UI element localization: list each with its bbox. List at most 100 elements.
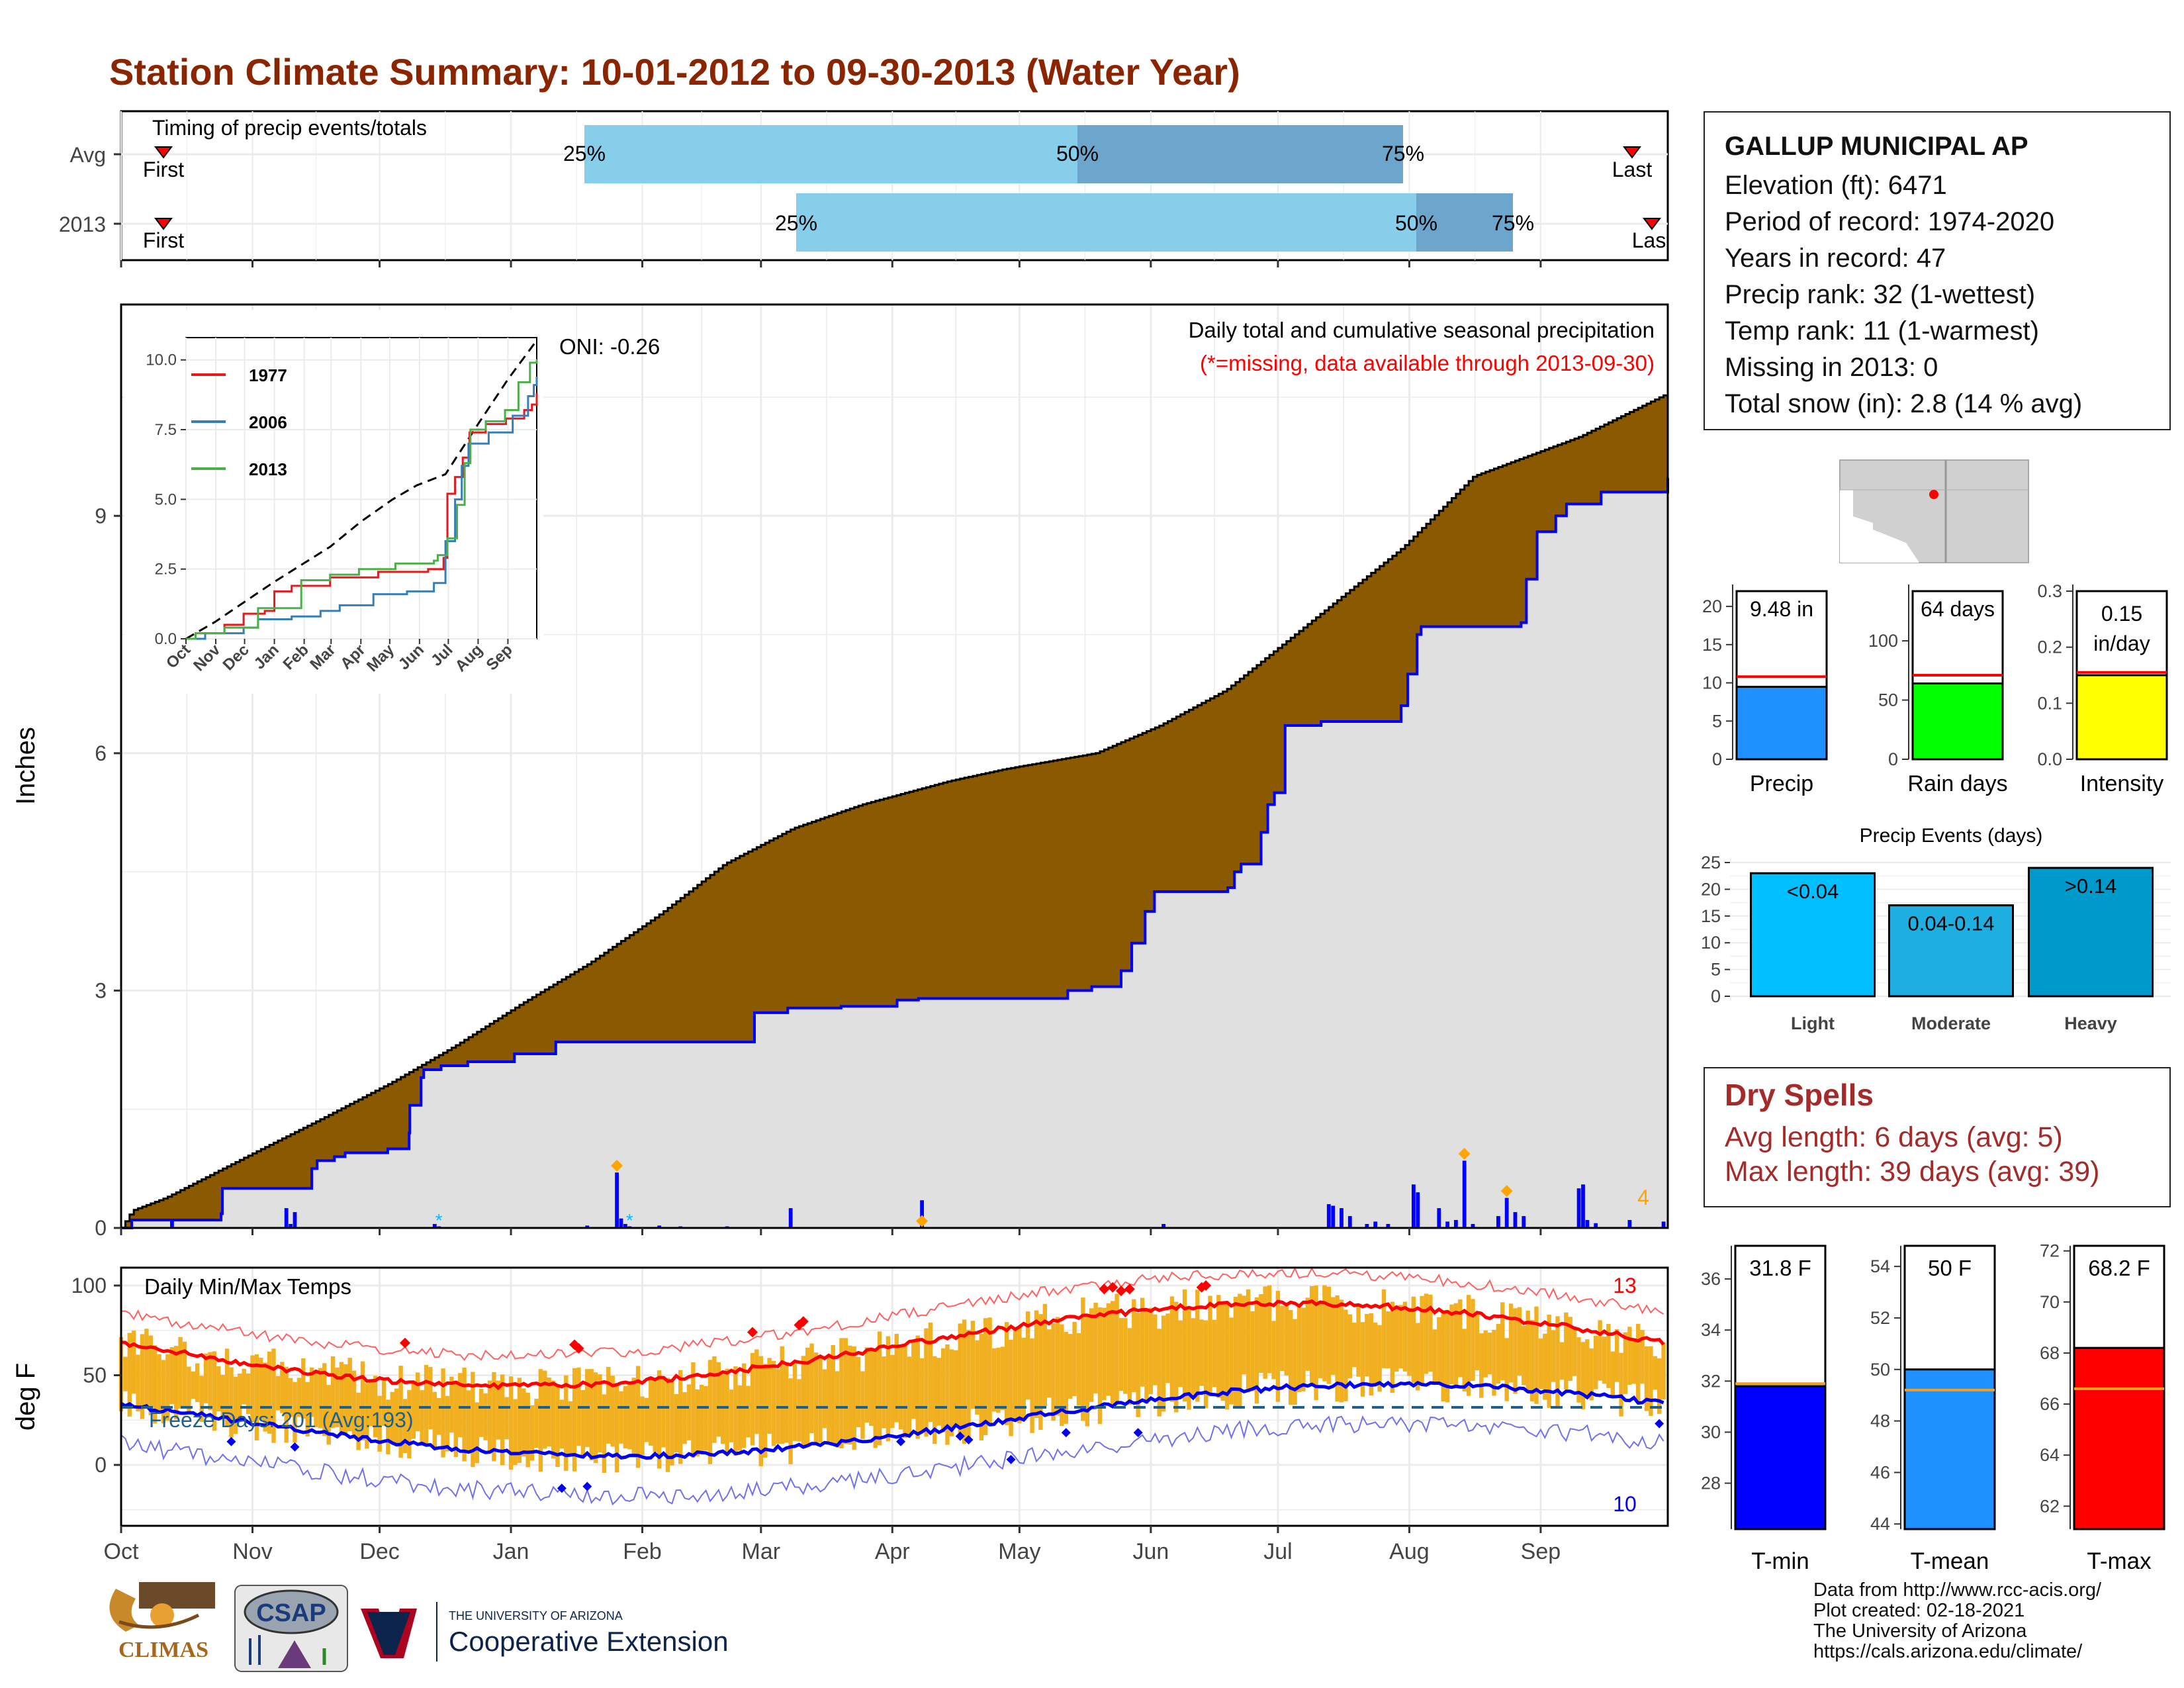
daily-temp-range-bar xyxy=(1402,1301,1408,1372)
daily-temp-range-bar xyxy=(1365,1313,1369,1377)
daily-temp-range-bar xyxy=(1021,1337,1026,1419)
daily-temp-range-bar xyxy=(1072,1321,1077,1397)
daily-temp-range-bar xyxy=(1326,1286,1331,1384)
daily-temp-range-bar xyxy=(890,1354,895,1429)
daily-temp-range-bar xyxy=(729,1389,734,1442)
daily-temp-range-bar xyxy=(1191,1318,1196,1397)
month-axis-label: May xyxy=(998,1539,1040,1564)
avg-p75: 75% xyxy=(1382,142,1424,165)
daily-temp-range-bar xyxy=(326,1385,331,1445)
daily-temp-range-bar xyxy=(1394,1305,1399,1372)
daily-precip-bar xyxy=(1326,1204,1331,1228)
record-high-marker xyxy=(1116,1286,1127,1297)
daily-temp-range-bar xyxy=(165,1354,170,1421)
daily-temp-range-bar xyxy=(1267,1285,1272,1374)
daily-temp-range-bar xyxy=(903,1345,907,1438)
daily-temp-range-bar xyxy=(1471,1299,1475,1381)
daily-temp-range-bar xyxy=(716,1362,721,1437)
daily-temp-range-bar xyxy=(1483,1330,1488,1378)
daily-temp-range-bar xyxy=(602,1394,607,1473)
daily-temp-range-bar xyxy=(1513,1308,1518,1394)
daily-temp-range-bar xyxy=(1420,1295,1424,1385)
csap-text: CSAP xyxy=(256,1599,326,1627)
daily-temp-range-bar xyxy=(1102,1307,1107,1401)
footer-line-url: https://cals.arizona.edu/climate/ xyxy=(1813,1641,2083,1662)
inset-ytick-label: 7.5 xyxy=(155,421,177,439)
daily-temp-range-bar xyxy=(737,1385,742,1451)
yr-p25: 25% xyxy=(775,211,817,235)
inset-legend-label: 2013 xyxy=(249,459,287,479)
temp-bar-value-label: 50 F xyxy=(1928,1256,1972,1280)
daily-temp-range-bar xyxy=(420,1390,424,1446)
record-low-marker xyxy=(1061,1428,1071,1438)
mini-bar-ytick: 15 xyxy=(1702,635,1722,655)
daily-temp-range-bar xyxy=(534,1399,539,1448)
mini-bar-label: Intensity xyxy=(2080,771,2164,796)
daily-temp-range-bar xyxy=(127,1333,132,1417)
daily-temp-range-bar xyxy=(174,1346,179,1420)
daily-temp-range-bar xyxy=(1441,1310,1445,1401)
temp-bar-value xyxy=(1903,1368,1996,1530)
daily-temp-range-bar xyxy=(199,1376,204,1423)
timing-panel: Timing of precip events/totals Avg 2013 … xyxy=(59,110,1669,267)
month-axis-label: Oct xyxy=(104,1539,139,1564)
daily-temp-range-bar xyxy=(220,1375,225,1417)
daily-temp-range-bar xyxy=(848,1345,852,1444)
daily-temp-range-bar xyxy=(712,1356,717,1443)
record-high-marker xyxy=(573,1342,584,1354)
daily-temp-range-bar xyxy=(1623,1332,1628,1394)
daily-precip-bar xyxy=(1627,1220,1632,1228)
daily-precip-bar xyxy=(1454,1220,1458,1228)
daily-temp-range-bar xyxy=(958,1323,962,1434)
page-title: Station Climate Summary: 10-01-2012 to 0… xyxy=(109,51,1240,93)
daily-temp-range-bar xyxy=(1216,1295,1221,1398)
daily-precip-bar xyxy=(432,1224,437,1228)
mini-bar-ytick: 0.1 xyxy=(2037,693,2062,713)
daily-precip-bar xyxy=(1585,1220,1590,1228)
daily-temp-range-bar xyxy=(475,1402,479,1464)
inset-ytick-label: 2.5 xyxy=(155,561,177,579)
temp-bar-label: T-min xyxy=(1751,1548,1809,1574)
events-ytick: 25 xyxy=(1701,853,1721,872)
temp-bar-ytick: 50 xyxy=(1870,1360,1890,1380)
daily-temp-range-bar xyxy=(742,1363,747,1448)
station-line-temp-rank: Temp rank: 11 (1-warmest) xyxy=(1725,316,2039,346)
daily-temp-range-bar xyxy=(1619,1352,1623,1417)
precip-panel: * * 0 3 6 9 Daily total and cumulative seaso… xyxy=(11,303,1669,1240)
daily-temp-range-bar xyxy=(1165,1313,1170,1383)
month-axis-label: Aug xyxy=(1389,1539,1430,1564)
daily-temp-range-bar xyxy=(721,1374,725,1444)
record-high-marker xyxy=(1124,1284,1135,1295)
daily-temp-range-bar xyxy=(619,1391,623,1444)
inset-legend-label: 2006 xyxy=(249,412,287,432)
daily-temp-range-bar xyxy=(551,1380,556,1459)
daily-temp-range-bar xyxy=(191,1371,195,1399)
daily-temp-range-bar xyxy=(1318,1303,1323,1379)
daily-temp-range-bar xyxy=(1594,1335,1598,1389)
daily-temp-range-bar xyxy=(1000,1346,1005,1411)
inset-ytick-label: 5.0 xyxy=(155,491,177,508)
precip-corner-count: 4 xyxy=(1637,1186,1649,1209)
daily-temp-range-bar xyxy=(504,1397,509,1440)
daily-temp-range-bar xyxy=(1310,1286,1314,1385)
daily-precip-bar xyxy=(1504,1197,1509,1228)
station-line-period: Period of record: 1974-2020 xyxy=(1725,207,2055,236)
daily-temp-range-bar xyxy=(792,1361,797,1441)
daily-precip-bar xyxy=(1347,1216,1352,1228)
temp-bar-ytick: 30 xyxy=(1701,1422,1721,1442)
daily-temp-range-bar xyxy=(428,1367,433,1430)
daily-temp-range-bar xyxy=(1576,1337,1581,1403)
daily-temp-range-bar xyxy=(975,1340,979,1415)
daily-temp-range-bar xyxy=(140,1334,145,1419)
mini-bar-ytick: 0 xyxy=(1712,749,1722,769)
daily-temp-range-bar xyxy=(351,1370,357,1438)
daily-temp-range-bar xyxy=(471,1372,475,1468)
daily-temp-range-bar xyxy=(483,1393,488,1440)
daily-temp-range-bar xyxy=(1356,1305,1361,1377)
daily-temp-range-bar xyxy=(525,1392,530,1468)
daily-temp-range-bar xyxy=(216,1366,221,1412)
daily-temp-range-bar xyxy=(496,1380,500,1440)
daily-temp-range-bar xyxy=(487,1380,492,1452)
precip-event-category: Heavy xyxy=(2064,1013,2117,1033)
station-location-dot xyxy=(1929,490,1938,499)
